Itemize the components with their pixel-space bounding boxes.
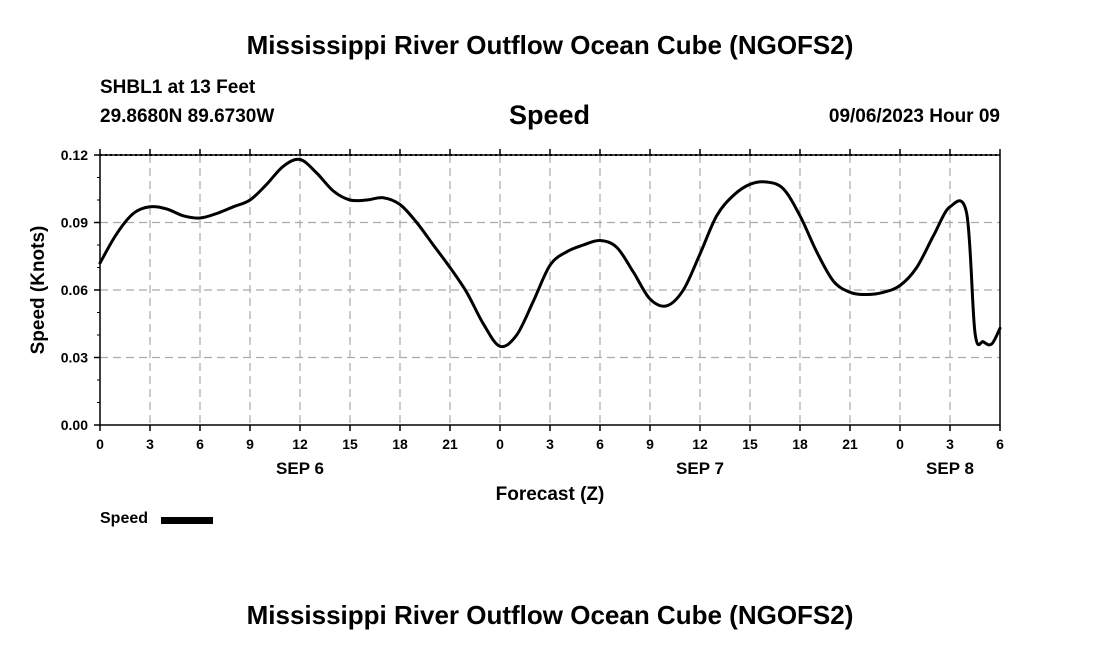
x-tick-label: 9 xyxy=(646,436,654,452)
x-tick-label: 9 xyxy=(246,436,254,452)
x-tick-label: 18 xyxy=(392,436,408,452)
forecast-timestamp: 09/06/2023 Hour 09 xyxy=(828,106,1000,127)
x-tick-label: 6 xyxy=(196,436,204,452)
axis-ticks xyxy=(94,149,1001,431)
x-tick-label: 0 xyxy=(496,436,504,452)
x-tick-label: 6 xyxy=(596,436,604,452)
grid-lines xyxy=(100,155,1000,425)
station-coordinates: 29.8680N 89.6730W xyxy=(100,106,275,127)
legend-label: Speed xyxy=(100,510,149,527)
date-label: SEP 6 xyxy=(276,459,324,478)
axis-tick-labels: 0.00 0.03 0.06 0.09 0.12 0 3 6 9 12 15 18 21 0 3 6 9 12 15… xyxy=(61,147,1004,478)
legend-swatch xyxy=(161,517,213,524)
x-tick-label: 12 xyxy=(292,436,308,452)
x-tick-label: 3 xyxy=(546,436,554,452)
x-tick-label: 15 xyxy=(742,436,758,452)
x-tick-label: 6 xyxy=(996,436,1004,452)
y-tick-label: 0.03 xyxy=(61,350,88,366)
chart-title-bottom: Mississippi River Outflow Ocean Cube (NG… xyxy=(246,600,854,630)
y-tick-label: 0.06 xyxy=(61,282,88,298)
y-tick-label: 0.12 xyxy=(61,147,88,163)
plot-title: Speed xyxy=(509,100,591,130)
x-tick-label: 12 xyxy=(692,436,708,452)
x-tick-label: 18 xyxy=(792,436,808,452)
date-label: SEP 7 xyxy=(676,459,724,478)
y-tick-label: 0.00 xyxy=(61,417,88,433)
x-tick-label: 0 xyxy=(96,436,104,452)
y-tick-label: 0.09 xyxy=(61,215,88,231)
speed-series-line xyxy=(98,157,1002,349)
x-tick-label: 21 xyxy=(842,436,858,452)
date-label: SEP 8 xyxy=(926,459,974,478)
y-axis-label: Speed (Knots) xyxy=(28,226,49,355)
x-tick-label: 3 xyxy=(946,436,954,452)
x-tick-label: 3 xyxy=(146,436,154,452)
chart-title-top: Mississippi River Outflow Ocean Cube (NG… xyxy=(246,30,854,60)
x-tick-label: 15 xyxy=(342,436,358,452)
x-tick-label: 0 xyxy=(896,436,904,452)
x-axis-label: Forecast (Z) xyxy=(496,484,605,505)
legend: Speed xyxy=(100,510,148,528)
station-label: SHBL1 at 13 Feet xyxy=(100,77,256,98)
x-tick-label: 21 xyxy=(442,436,458,452)
